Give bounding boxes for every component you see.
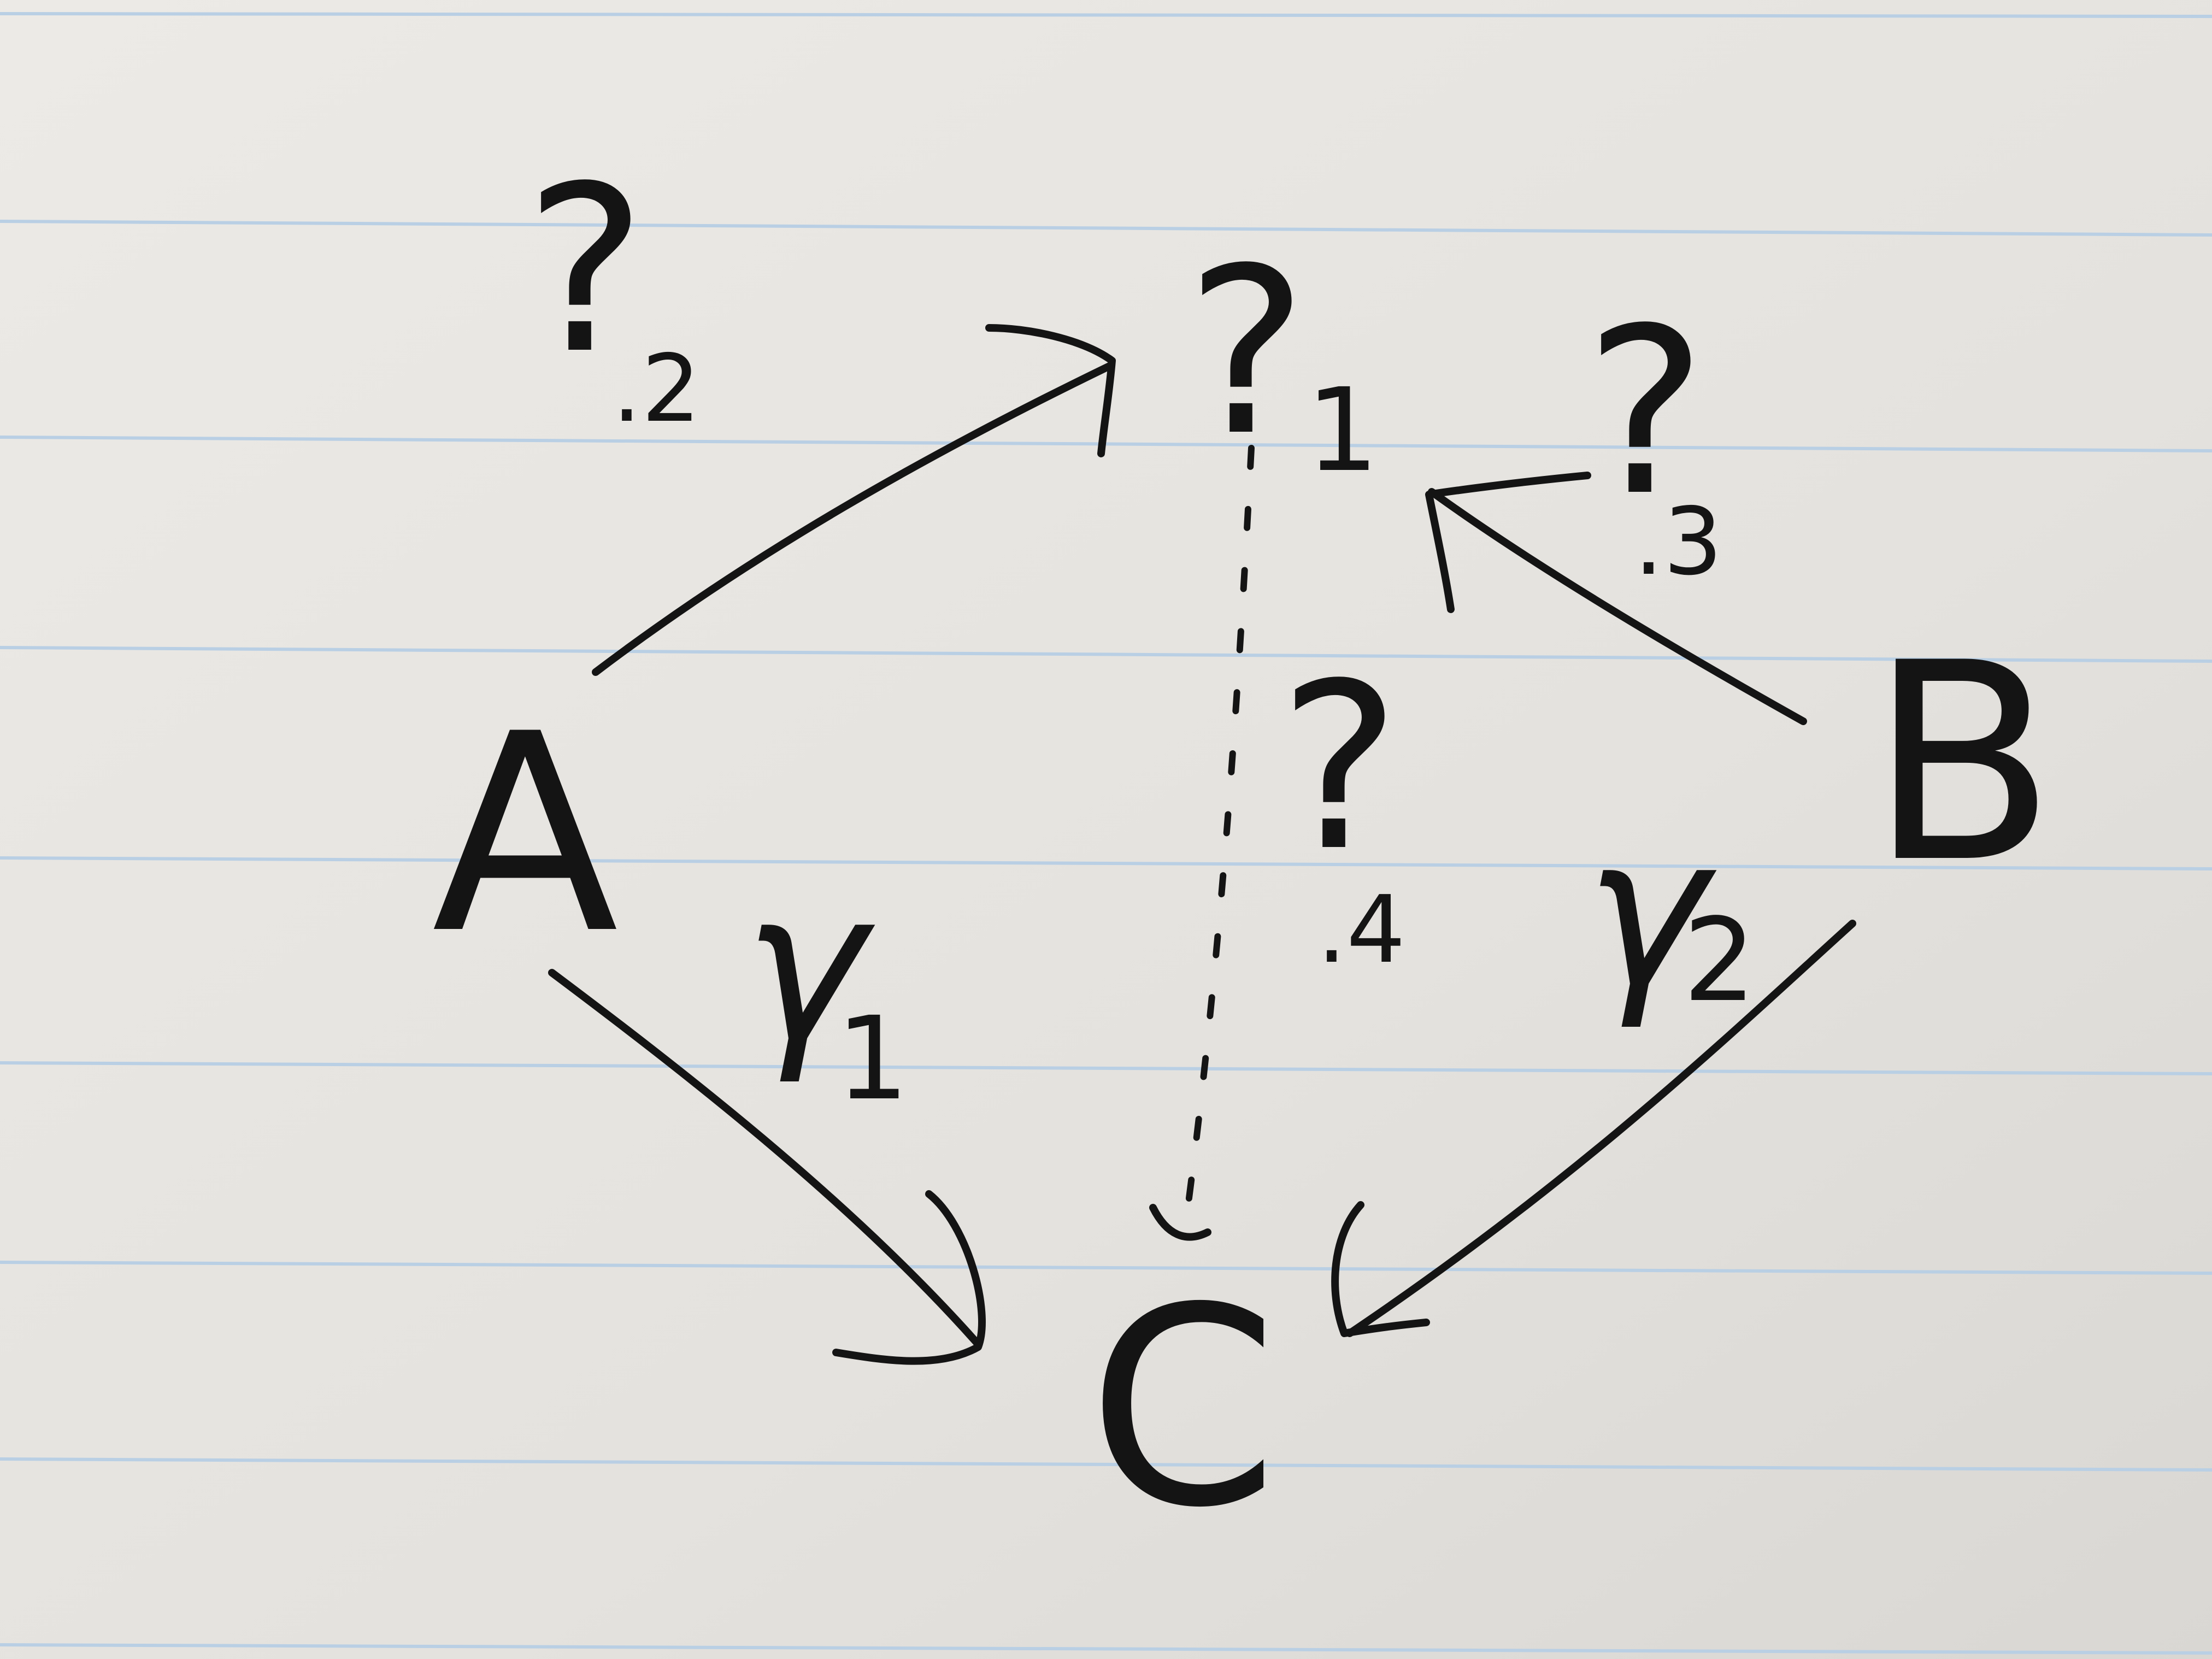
label-top-to-c: ? .4 [1279, 634, 1405, 984]
label-a-to-c-index: 1 [836, 992, 909, 1126]
arrow-a-to-c [548, 969, 986, 1365]
label-b-to-top-index: .3 [1634, 488, 1722, 596]
node-b-label: B [1869, 604, 2056, 922]
node-top-symbol: ? [1186, 219, 1308, 486]
label-b-to-top-symbol: ? [1585, 279, 1707, 546]
label-b-to-top: ? .3 [1585, 279, 1722, 596]
label-b-to-c-symbol: γ [1585, 791, 1717, 1033]
ruled-lines [0, 12, 2212, 1655]
label-a-to-top: ? .2 [525, 137, 701, 443]
label-a-to-top-symbol: ? [525, 137, 646, 404]
node-c-label: C [1087, 1249, 1278, 1567]
label-top-to-c-index: .4 [1317, 876, 1405, 984]
arrow-b-to-c [1331, 920, 1856, 1337]
label-top-to-c-symbol: ? [1279, 634, 1401, 902]
label-a-to-top-index: .2 [612, 335, 701, 443]
label-a-to-c: γ 1 [743, 845, 909, 1126]
arrow-a-to-top [592, 324, 1116, 676]
dashed-arrow-top-to-c [1149, 445, 1255, 1241]
label-a-to-c-symbol: γ [743, 845, 876, 1087]
node-top: ? 1 [1186, 219, 1379, 497]
label-b-to-c: γ 2 [1585, 791, 1756, 1033]
arrow-b-to-top [1425, 472, 1807, 725]
node-a-label: A [432, 675, 620, 993]
label-b-to-c-index: 2 [1683, 893, 1756, 1027]
node-top-index: 1 [1306, 363, 1379, 497]
